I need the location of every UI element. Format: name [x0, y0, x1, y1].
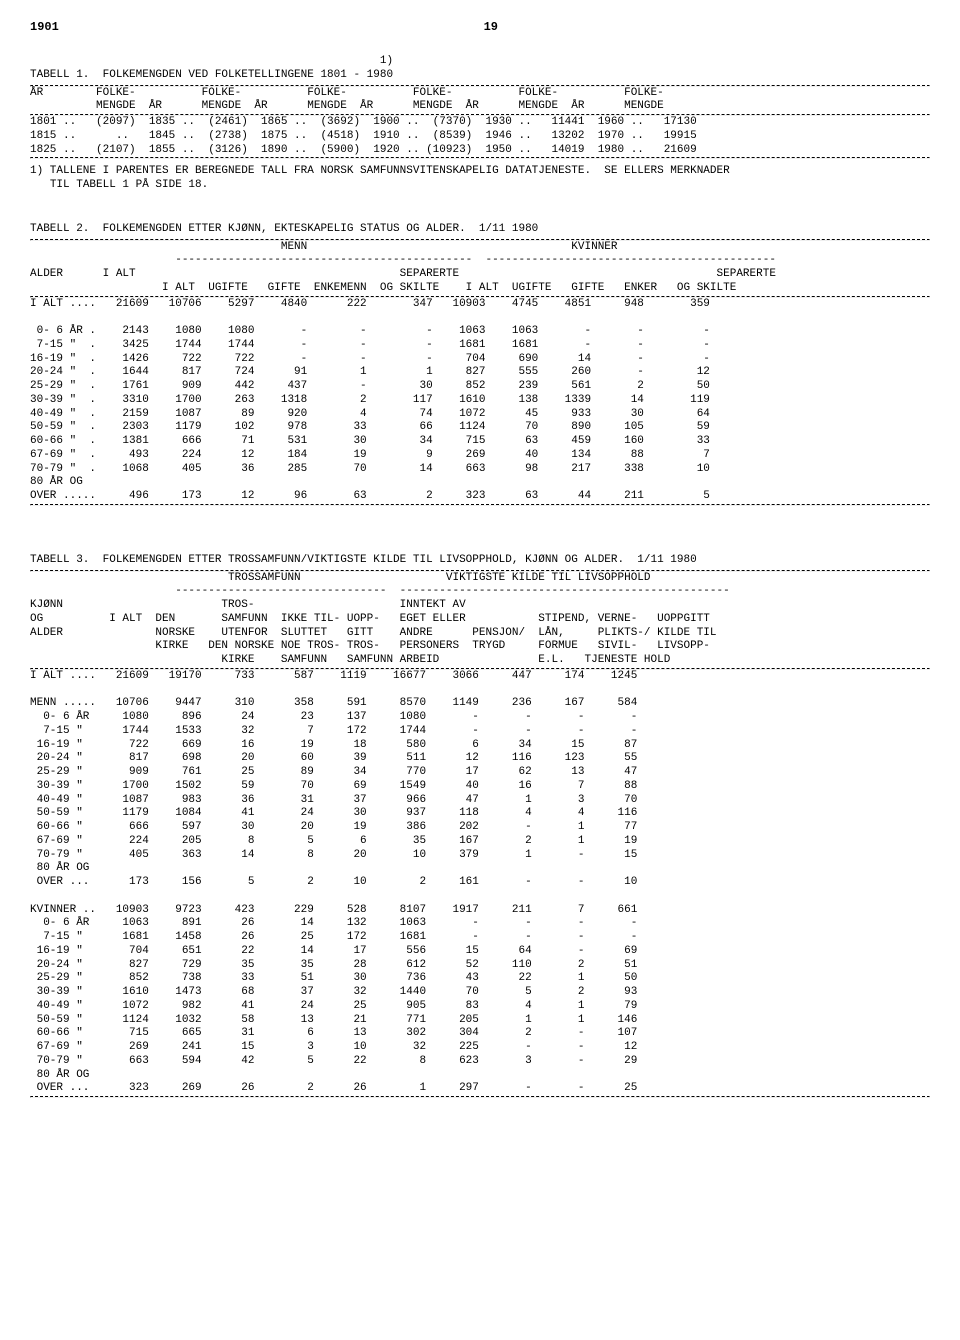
table1-rows: 1801 .. (2097) 1835 .. (2461) 1865 .. (3…: [30, 116, 930, 157]
table2-head1: MENN KVINNER: [30, 241, 930, 255]
table2-title: TABELL 2. FOLKEMENGDEN ETTER KJØNN, EKTE…: [30, 223, 930, 237]
table3-head1: TROSSAMFUNN VIKTIGSTE KILDE TIL LIVSOPPH…: [30, 572, 930, 586]
divider: [30, 1096, 930, 1098]
table1-title: 1) TABELL 1. FOLKEMENGDEN VED FOLKETELLI…: [30, 55, 930, 83]
table1-footnote: 1) TALLENE I PARENTES ER BEREGNEDE TALL …: [30, 165, 930, 193]
table3-head2: -------------------------------- -------…: [30, 585, 930, 668]
header-left: 1901: [30, 20, 59, 35]
table2-rows: I ALT .... 21609 10706 5297 4840 222 347…: [30, 298, 930, 504]
divider: [30, 157, 930, 159]
header-right: [923, 20, 930, 35]
table3-rows: I ALT .... 21609 19170 733 587 1119 1667…: [30, 670, 930, 1096]
table3-title: TABELL 3. FOLKEMENGDEN ETTER TROSSAMFUNN…: [30, 554, 930, 568]
table2-head2: ----------------------------------------…: [30, 254, 930, 295]
page-header: 1901 19: [30, 20, 930, 35]
table1-columns: ÅR FOLKE- FOLKE- FOLKE- FOLKE- FOLKE- FO…: [30, 87, 930, 115]
header-center: 19: [484, 20, 498, 35]
